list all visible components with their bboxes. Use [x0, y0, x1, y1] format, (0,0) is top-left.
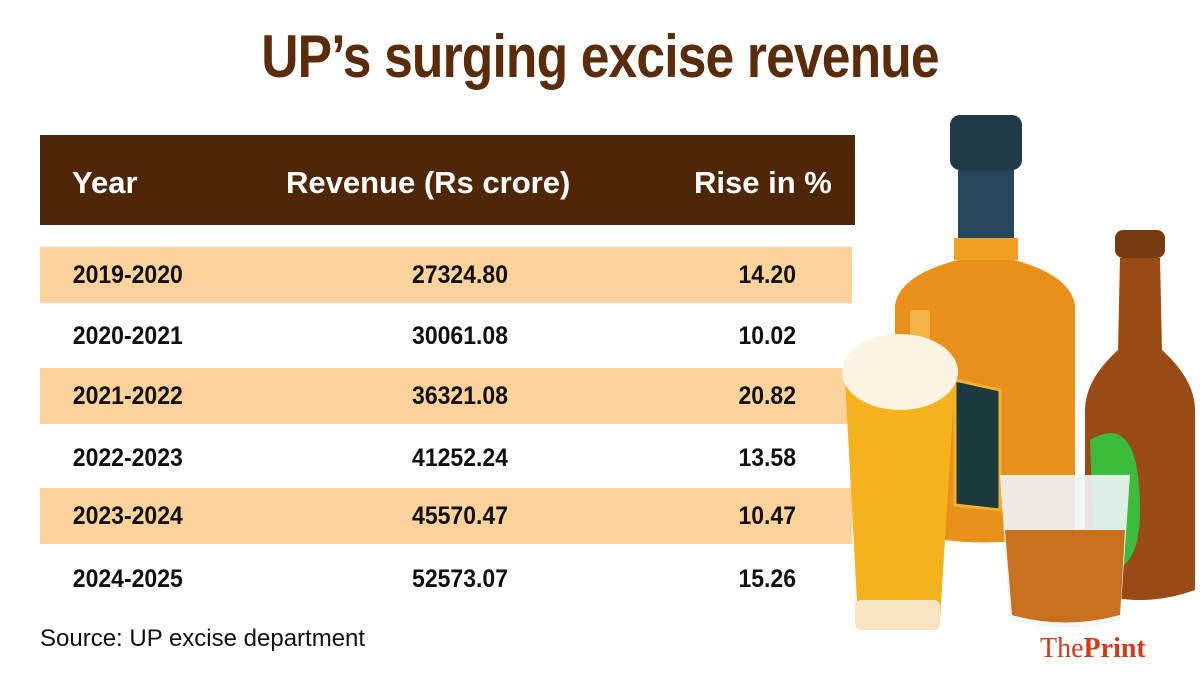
table-row: 2023-2024 45570.47 10.47 [40, 488, 852, 544]
rise-cell: 10.47 [738, 502, 796, 530]
column-header-revenue: Revenue (Rs crore) [286, 165, 571, 200]
revenue-cell: 52573.07 [412, 565, 508, 593]
revenue-cell: 45570.47 [412, 502, 508, 530]
table-header: Year Revenue (Rs crore) Rise in % [40, 135, 855, 225]
revenue-cell: 36321.08 [412, 382, 508, 410]
table-row: 2021-2022 36321.08 20.82 [40, 368, 852, 424]
column-header-rise: Rise in % [694, 165, 832, 200]
rise-cell: 15.26 [738, 565, 796, 593]
theprint-logo: ThePrint [1040, 633, 1146, 665]
logo-part-print: Print [1083, 633, 1146, 664]
table-row: 2022-2023 41252.24 13.58 [40, 430, 852, 486]
page-title: UP’s surging excise revenue [261, 23, 939, 90]
year-cell: 2021-2022 [72, 382, 183, 410]
column-header-year: Year [72, 165, 138, 200]
rise-cell: 10.02 [738, 322, 796, 350]
beer-glass-icon [842, 334, 958, 630]
table-row: 2019-2020 27324.80 14.20 [40, 247, 852, 303]
rise-cell: 14.20 [738, 261, 796, 289]
year-cell: 2022-2023 [72, 444, 183, 472]
rise-cell: 20.82 [738, 382, 796, 410]
revenue-cell: 30061.08 [412, 322, 508, 350]
liquor-bottles-illustration [842, 115, 1195, 630]
rise-cell: 13.58 [738, 444, 796, 472]
table-row: 2020-2021 30061.08 10.02 [40, 308, 852, 364]
whisky-glass-icon [1000, 475, 1130, 628]
logo-part-the: The [1040, 633, 1084, 664]
year-cell: 2020-2021 [72, 322, 183, 350]
revenue-cell: 27324.80 [412, 261, 508, 289]
year-cell: 2019-2020 [72, 261, 183, 289]
year-cell: 2024-2025 [72, 565, 183, 593]
table-row: 2024-2025 52573.07 15.26 [40, 551, 852, 607]
year-cell: 2023-2024 [72, 502, 183, 530]
source-note: Source: UP excise department [40, 625, 366, 652]
revenue-cell: 41252.24 [412, 444, 508, 472]
